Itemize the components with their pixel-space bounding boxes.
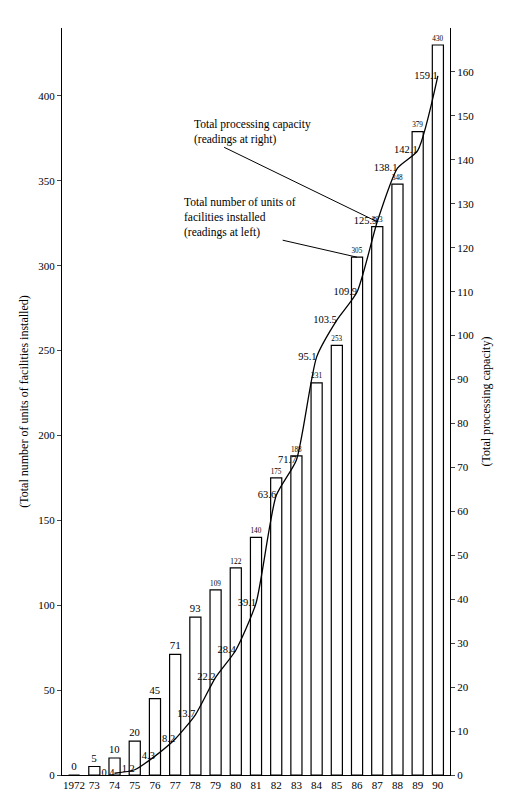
svg-text:130: 130 [457,198,474,210]
svg-text:122: 122 [230,557,241,566]
svg-text:109.9: 109.9 [333,286,357,297]
svg-text:188: 188 [291,446,302,454]
svg-text:88: 88 [392,779,404,791]
svg-text:50: 50 [457,549,469,561]
svg-text:71.7: 71.7 [278,454,296,465]
svg-text:323: 323 [372,216,383,224]
svg-text:10: 10 [109,744,120,755]
svg-text:120: 120 [457,242,474,254]
svg-text:20: 20 [457,681,469,693]
svg-text:73: 73 [89,779,101,791]
svg-text:95.1: 95.1 [298,351,316,362]
svg-text:250: 250 [38,344,55,356]
svg-text:90: 90 [432,779,444,791]
svg-text:5: 5 [91,752,97,764]
svg-text:10: 10 [457,725,469,737]
svg-text:71: 71 [170,639,181,651]
svg-text:82: 82 [271,779,282,791]
svg-text:253: 253 [331,335,342,343]
svg-text:400: 400 [38,90,55,102]
svg-text:142.1: 142.1 [394,144,418,155]
svg-text:74: 74 [109,779,121,791]
svg-text:84: 84 [311,779,323,791]
svg-text:79: 79 [210,779,222,791]
svg-text:0: 0 [457,769,463,781]
svg-text:63.6: 63.6 [258,489,276,500]
svg-text:39.1: 39.1 [238,597,256,608]
svg-text:300: 300 [38,260,55,272]
svg-text:50: 50 [44,684,56,696]
svg-text:150: 150 [38,514,55,526]
svg-text:160: 160 [457,66,474,78]
svg-text:0.4: 0.4 [101,767,115,778]
svg-text:348: 348 [392,174,403,182]
svg-text:110: 110 [457,286,474,298]
svg-text:200: 200 [38,429,55,441]
svg-text:103.5: 103.5 [313,314,337,325]
svg-text:20: 20 [129,727,140,738]
svg-text:231: 231 [311,371,322,380]
svg-text:150: 150 [457,110,474,122]
svg-text:Total number of units offacili: Total number of units offacilities insta… [184,196,296,239]
svg-text:80: 80 [230,779,242,791]
svg-text:87: 87 [372,779,384,791]
svg-text:305: 305 [351,247,362,255]
svg-text:109: 109 [210,580,221,588]
svg-text:1972: 1972 [63,779,85,791]
svg-text:93: 93 [190,603,201,614]
svg-text:0: 0 [71,760,77,772]
svg-text:1.2: 1.2 [122,763,135,774]
svg-text:8.2: 8.2 [162,733,175,744]
svg-text:22.2: 22.2 [197,671,215,682]
svg-text:125.9: 125.9 [354,215,378,226]
svg-text:75: 75 [129,779,141,791]
svg-text:78: 78 [190,779,202,791]
svg-text:0: 0 [49,769,55,781]
svg-text:Total processing capacity(read: Total processing capacity(readings at ri… [194,118,311,146]
svg-text:379: 379 [412,121,423,129]
svg-text:85: 85 [331,779,343,791]
svg-text:140: 140 [457,154,474,166]
svg-text:45: 45 [149,685,160,696]
svg-text:80: 80 [457,417,469,429]
svg-text:28.4: 28.4 [217,644,236,655]
svg-text:70: 70 [457,461,469,473]
svg-text:30: 30 [457,637,469,649]
svg-text:(Total processing capacity): (Total processing capacity) [479,337,493,467]
svg-text:86: 86 [352,779,364,791]
svg-text:430: 430 [432,35,443,43]
svg-text:159.1: 159.1 [414,70,438,81]
svg-text:175: 175 [271,468,282,476]
svg-text:(Total number of units of faci: (Total number of units of facilities ins… [17,295,31,507]
svg-text:138.1: 138.1 [374,162,398,173]
svg-text:90: 90 [457,373,469,385]
svg-text:4.3: 4.3 [142,750,155,761]
svg-text:60: 60 [457,505,469,517]
svg-text:89: 89 [412,779,424,791]
svg-text:13.7: 13.7 [177,708,195,719]
svg-text:100: 100 [457,329,474,341]
svg-text:77: 77 [170,779,182,791]
svg-text:40: 40 [457,593,469,605]
svg-text:350: 350 [38,175,55,187]
svg-text:81: 81 [251,779,262,791]
svg-text:83: 83 [291,779,303,791]
svg-text:76: 76 [149,779,161,791]
svg-text:100: 100 [38,599,55,611]
svg-text:140: 140 [250,527,261,535]
